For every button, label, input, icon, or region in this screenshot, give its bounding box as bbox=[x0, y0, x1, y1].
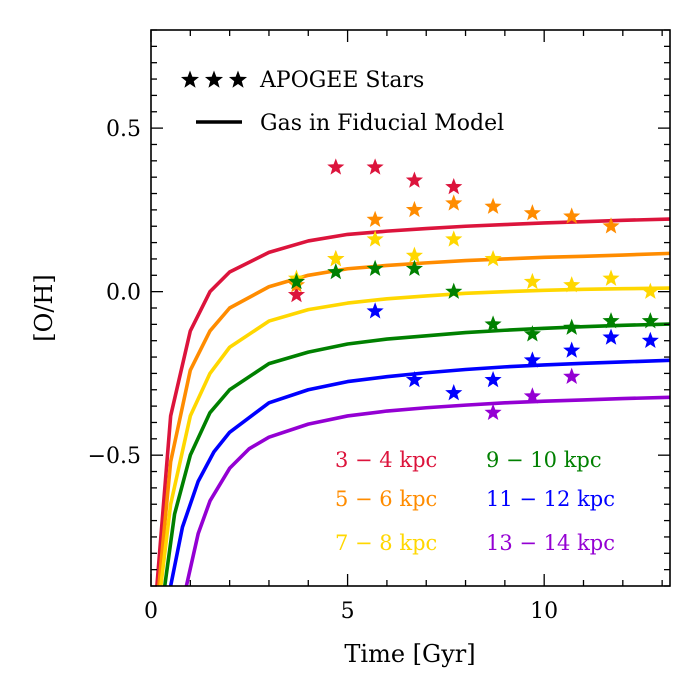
model-line bbox=[162, 322, 670, 586]
star-point bbox=[327, 249, 345, 267]
legend: APOGEE Stars Gas in Fiducial Model bbox=[180, 68, 504, 136]
star-point bbox=[287, 272, 306, 290]
star-point bbox=[602, 269, 620, 286]
star-point bbox=[523, 325, 541, 342]
model-line bbox=[155, 217, 670, 586]
star-markers bbox=[287, 158, 659, 420]
series-label: 9 − 10 kpc bbox=[486, 448, 602, 472]
model-lines bbox=[155, 217, 670, 586]
star-point bbox=[641, 282, 659, 299]
star-point bbox=[287, 285, 306, 303]
star-point bbox=[405, 259, 423, 277]
legend-label: Gas in Fiducial Model bbox=[260, 111, 504, 136]
star-point bbox=[523, 204, 541, 221]
star-point bbox=[563, 207, 581, 224]
x-tick-label: 0 bbox=[144, 599, 158, 624]
legend-star-icon bbox=[204, 70, 224, 88]
star-point bbox=[523, 351, 541, 368]
star-point bbox=[405, 246, 423, 263]
star-point bbox=[523, 272, 541, 290]
star-point bbox=[523, 387, 541, 404]
star-point bbox=[484, 370, 502, 388]
tick-labels: 0 5 10 −0.5 0.0 0.5 bbox=[88, 117, 559, 624]
x-tick-label: 10 bbox=[530, 599, 558, 624]
star-point bbox=[405, 200, 423, 218]
y-tick-label: 0.5 bbox=[106, 117, 141, 142]
x-tick-label: 5 bbox=[341, 599, 355, 624]
star-point bbox=[484, 403, 502, 420]
region-labels: 3 − 4 kpc 5 − 6 kpc 7 − 8 kpc 9 − 10 kpc 11 … bbox=[335, 448, 615, 555]
star-point bbox=[484, 197, 502, 214]
star-point bbox=[366, 259, 384, 277]
model-line bbox=[168, 358, 670, 586]
star-point bbox=[641, 331, 659, 348]
star-point bbox=[327, 158, 345, 175]
star-point bbox=[445, 384, 463, 401]
star-point bbox=[563, 318, 581, 335]
series-label: 7 − 8 kpc bbox=[335, 531, 437, 555]
axis-ticks bbox=[150, 29, 670, 587]
series-label: 13 − 14 kpc bbox=[486, 531, 615, 555]
model-line bbox=[159, 286, 670, 586]
star-point bbox=[563, 367, 581, 384]
star-point bbox=[405, 171, 423, 188]
legend-star-icon bbox=[180, 70, 200, 88]
star-point bbox=[445, 230, 463, 247]
star-point bbox=[484, 315, 502, 332]
star-point bbox=[445, 194, 463, 211]
star-point bbox=[366, 158, 384, 175]
star-point bbox=[602, 312, 620, 329]
star-point bbox=[563, 276, 581, 293]
star-point bbox=[366, 302, 384, 319]
x-axis-title: Time [Gyr] bbox=[344, 640, 475, 668]
star-point bbox=[366, 230, 384, 247]
star-point bbox=[366, 210, 384, 227]
legend-label: APOGEE Stars bbox=[259, 68, 424, 93]
legend-star-icon bbox=[228, 70, 248, 88]
star-point bbox=[641, 312, 659, 329]
model-line bbox=[184, 395, 670, 586]
series-label: 5 − 6 kpc bbox=[335, 487, 437, 511]
star-point bbox=[405, 370, 423, 388]
y-tick-label: 0.0 bbox=[106, 281, 141, 306]
star-point bbox=[602, 328, 620, 345]
model-line bbox=[157, 251, 670, 586]
y-axis-title: [O/H] bbox=[30, 274, 58, 341]
series-label: 11 − 12 kpc bbox=[486, 487, 615, 511]
star-point bbox=[484, 249, 502, 267]
y-tick-label: −0.5 bbox=[88, 444, 141, 469]
star-point bbox=[563, 341, 581, 358]
series-label: 3 − 4 kpc bbox=[335, 448, 437, 472]
star-point bbox=[602, 217, 620, 234]
star-point bbox=[445, 282, 463, 299]
star-point bbox=[445, 177, 463, 195]
star-point bbox=[327, 263, 345, 280]
